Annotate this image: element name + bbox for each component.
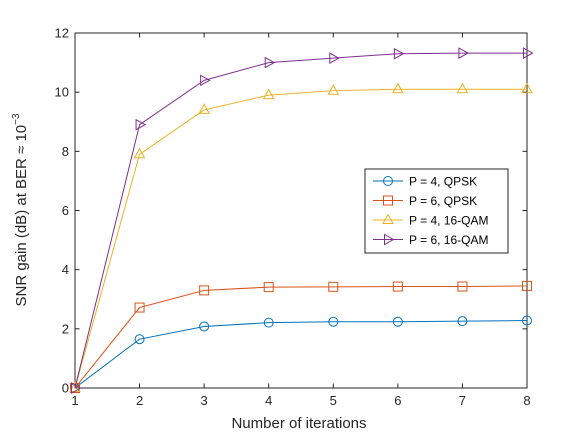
- x-tick-label: 3: [201, 393, 208, 408]
- legend-item: P = 6, 16-QAM: [373, 233, 488, 247]
- x-tick-label: 1: [71, 393, 78, 408]
- data-point: [328, 316, 339, 327]
- data-point: [263, 317, 274, 328]
- data-point: [392, 281, 403, 292]
- data-point: [522, 280, 532, 291]
- y-axis-label-exponent: −3: [11, 113, 22, 125]
- y-tick-label: 4: [62, 262, 69, 277]
- data-point: [199, 321, 210, 332]
- data-point: [393, 47, 405, 60]
- legend-marker: [383, 195, 393, 206]
- y-tick-label: 0: [62, 381, 69, 396]
- series-line: [74, 285, 528, 389]
- x-tick-label: 2: [136, 393, 143, 408]
- legend-marker: [383, 176, 393, 186]
- data-point: [521, 82, 533, 94]
- data-point: [522, 315, 532, 326]
- data-point: [456, 82, 469, 94]
- legend-label: P = 6, 16-QAM: [409, 233, 488, 247]
- axes-box: [74, 32, 528, 389]
- data-point: [262, 88, 275, 100]
- x-tick-label: 8: [523, 393, 530, 408]
- data-point: [392, 82, 404, 94]
- data-point: [457, 316, 468, 327]
- data-point: [329, 52, 340, 64]
- legend-marker: [382, 213, 394, 224]
- x-tick-label: 4: [265, 393, 272, 408]
- data-point: [71, 382, 82, 394]
- x-tick-label: 7: [459, 393, 466, 408]
- data-point: [198, 103, 210, 114]
- legend-item: P = 6, QPSK: [373, 194, 477, 208]
- series-2: [70, 280, 532, 393]
- series-1: [70, 315, 532, 393]
- x-tick-label: 6: [394, 393, 401, 408]
- series-3: [69, 82, 533, 392]
- series-line: [74, 52, 527, 389]
- y-tick-label: 10: [55, 85, 69, 100]
- data-point: [199, 285, 210, 296]
- x-axis-label: Number of iterations: [231, 415, 366, 432]
- data-point: [457, 281, 468, 292]
- data-point: [264, 56, 276, 69]
- legend-marker: [384, 233, 395, 246]
- series-line: [74, 88, 527, 389]
- y-axis-label: SNR gain (dB) at BER ≈ 10−3: [11, 113, 30, 306]
- x-tick-label: 5: [330, 393, 337, 408]
- data-point: [134, 334, 145, 345]
- legend-label: P = 6, QPSK: [409, 194, 477, 208]
- data-point: [200, 74, 211, 87]
- y-axis-label-main: SNR gain (dB) at BER ≈ 10: [13, 125, 30, 307]
- legend: P = 4, QPSK P = 6, QPSK P = 4, 16-QAM P = 6…: [364, 168, 509, 254]
- legend-item: P = 4, QPSK: [373, 174, 477, 188]
- y-tick-label: 6: [62, 203, 69, 218]
- series-4: [71, 47, 534, 394]
- data-point: [135, 118, 147, 131]
- y-tick-label: 2: [62, 321, 69, 336]
- series-layer: [69, 47, 534, 394]
- data-point: [263, 282, 274, 293]
- data-point: [392, 316, 403, 327]
- data-point: [458, 47, 469, 59]
- series-line: [74, 320, 528, 389]
- y-tick-label: 12: [55, 26, 69, 41]
- data-point: [133, 147, 146, 159]
- y-tick-label: 8: [62, 144, 69, 159]
- data-point: [328, 281, 339, 292]
- data-point: [134, 302, 145, 313]
- legend-label: P = 4, 16-QAM: [409, 213, 488, 227]
- data-point: [523, 47, 534, 59]
- legend-label: P = 4, QPSK: [409, 174, 477, 188]
- data-point: [327, 84, 340, 95]
- legend-item: P = 4, 16-QAM: [373, 213, 488, 227]
